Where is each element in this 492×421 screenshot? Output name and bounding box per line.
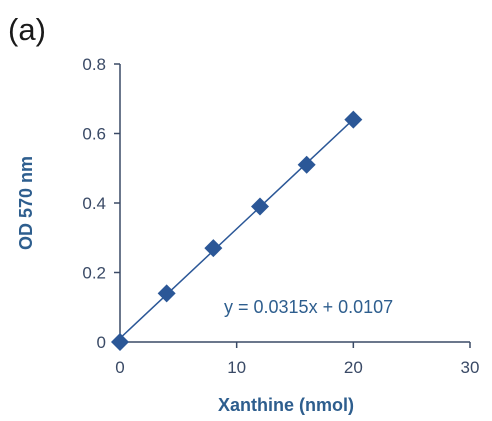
- data-point-marker: [111, 333, 129, 351]
- data-point-marker: [251, 197, 269, 216]
- data-markers: [111, 110, 363, 351]
- y-tick-label: 0.6: [82, 125, 106, 144]
- trendline-equation: y = 0.0315x + 0.0107: [224, 297, 393, 317]
- panel-label: (a): [8, 12, 46, 47]
- y-axis-title: OD 570 nm: [16, 156, 36, 250]
- data-point-marker: [344, 110, 363, 129]
- x-tick-label: 30: [461, 358, 480, 377]
- data-point-marker: [204, 239, 223, 258]
- data-point-marker: [157, 284, 176, 303]
- y-tick-label: 0.4: [82, 194, 106, 213]
- plot-area: 0 0.2 0.4 0.6 0.8 0 10 20 30: [82, 55, 479, 377]
- data-point-marker: [297, 155, 316, 174]
- x-ticks: 0 10 20 30: [115, 342, 479, 377]
- trendline: [119, 118, 354, 339]
- x-tick-label: 20: [344, 358, 363, 377]
- y-ticks: 0 0.2 0.4 0.6 0.8: [82, 55, 120, 352]
- y-tick-label: 0.2: [82, 264, 106, 283]
- y-tick-label: 0.8: [82, 55, 106, 74]
- y-tick-label: 0: [97, 333, 106, 352]
- x-tick-label: 0: [115, 358, 124, 377]
- x-axis-title: Xanthine (nmol): [218, 395, 354, 415]
- x-tick-label: 10: [227, 358, 246, 377]
